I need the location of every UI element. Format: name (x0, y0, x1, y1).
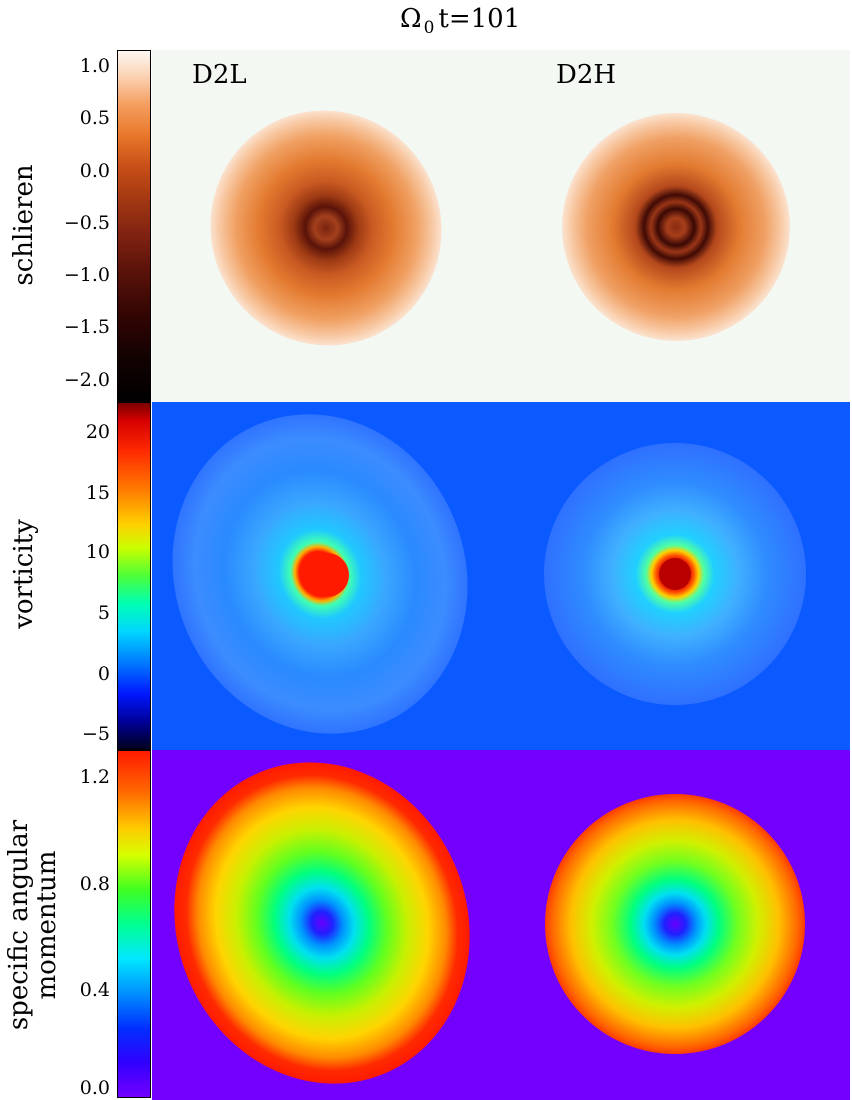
angular-momentum-ylabel: specific angular momentum (5, 820, 61, 1030)
vorticity-tick: 10 (86, 541, 110, 563)
schlieren-ylabel: schlieren (10, 164, 38, 285)
column-label-d2h: D2H (556, 60, 616, 90)
angular-momentum-row: specific angular momentum 1.2 0.8 0.4 0.… (0, 750, 852, 1100)
schlieren-row: schlieren 1.0 0.5 0.0 −0.5 −1.0 −1.5 −2.… (0, 0, 852, 402)
schlieren-tick: 0.5 (80, 107, 110, 129)
vorticity-disk-d2l (152, 402, 515, 750)
schlieren-disk-d2l (172, 72, 480, 383)
angular-momentum-panel (152, 750, 850, 1100)
schlieren-tick: −1.0 (64, 264, 110, 286)
angular-momentum-disk-d2h (545, 794, 805, 1054)
vorticity-tick: 0 (98, 663, 110, 685)
vorticity-row: vorticity 20 15 10 5 0 −5 (0, 402, 852, 750)
vorticity-disk-d2h (544, 443, 806, 705)
schlieren-tick: 1.0 (80, 55, 110, 77)
vorticity-panel (152, 402, 850, 750)
vorticity-tick: 15 (86, 482, 110, 504)
schlieren-disk-d2h (562, 113, 790, 341)
vorticity-colorbar (117, 402, 151, 750)
schlieren-panel: D2L D2H (152, 50, 850, 402)
angular-momentum-ylabel-line-2: momentum (33, 820, 61, 1030)
angular-momentum-tick: 0.8 (80, 873, 110, 895)
angular-momentum-disk-d2l (152, 750, 518, 1100)
vorticity-tick: 5 (98, 602, 110, 624)
angular-momentum-tick: 0.0 (80, 1077, 110, 1099)
vorticity-tick: 20 (86, 421, 110, 443)
angular-momentum-colorbar (117, 750, 151, 1098)
column-label-d2l: D2L (192, 60, 247, 90)
schlieren-tick: −2.0 (64, 369, 110, 391)
schlieren-tick: −1.5 (64, 316, 110, 338)
schlieren-colorbar (117, 50, 151, 402)
angular-momentum-tick: 1.2 (80, 766, 110, 788)
schlieren-tick: −0.5 (64, 212, 110, 234)
vorticity-tick: −5 (82, 723, 110, 745)
schlieren-tick: 0.0 (80, 160, 110, 182)
vorticity-ylabel: vorticity (10, 519, 38, 629)
angular-momentum-tick: 0.4 (80, 979, 110, 1001)
angular-momentum-ylabel-line-1: specific angular (5, 820, 33, 1030)
